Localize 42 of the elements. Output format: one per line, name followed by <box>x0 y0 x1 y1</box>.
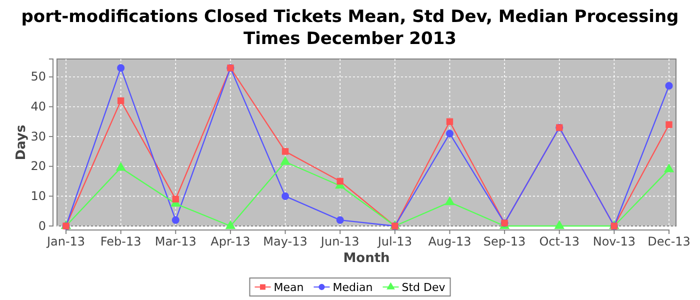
y-tick-label: 40 <box>30 100 46 114</box>
x-tick-label: Jun-13 <box>320 234 360 249</box>
x-tick-label: Dec-13 <box>648 234 690 249</box>
point <box>446 118 454 125</box>
y-tick-label: 20 <box>30 159 46 174</box>
point <box>172 216 180 224</box>
point <box>280 156 290 165</box>
legend-label: Median <box>332 281 373 294</box>
point <box>172 196 179 203</box>
x-tick-label: Feb-13 <box>100 234 142 249</box>
y-tick-label: 50 <box>30 70 46 84</box>
point <box>281 192 290 200</box>
y-tick-label: 10 <box>30 189 46 204</box>
point <box>665 82 673 90</box>
y-tick-label: 30 <box>30 129 46 144</box>
legend-label: Mean <box>274 281 304 294</box>
point <box>336 216 344 224</box>
x-tick-label: Nov-13 <box>592 234 636 249</box>
x-tick-label: Jul-13 <box>376 234 412 249</box>
x-tick-label: May-13 <box>263 234 308 249</box>
x-tick-label: Aug-13 <box>428 234 472 249</box>
x-tick-label: Apr-13 <box>210 234 250 249</box>
point <box>117 97 124 104</box>
x-tick-label: Mar-13 <box>154 234 196 249</box>
point <box>117 64 125 72</box>
legend-label: Std Dev <box>402 281 446 294</box>
chart-title: port-modifications Closed Tickets Mean, Std Dev, Median Processing Times December 2013 <box>21 7 679 49</box>
point <box>666 121 672 128</box>
point <box>664 163 674 172</box>
x-tick-label: Oct-13 <box>539 234 580 249</box>
point <box>554 220 564 229</box>
point <box>225 220 236 229</box>
x-tick-label: Jan-13 <box>46 234 86 249</box>
x-axis-title: Month <box>343 251 390 266</box>
y-axis-title: Days <box>14 124 29 160</box>
point <box>446 130 454 138</box>
point <box>336 178 344 185</box>
point <box>116 162 126 171</box>
x-tick-label: Sep-13 <box>483 234 526 249</box>
point <box>444 196 455 206</box>
point <box>282 148 289 155</box>
y-tick-label: 0 <box>38 218 46 233</box>
